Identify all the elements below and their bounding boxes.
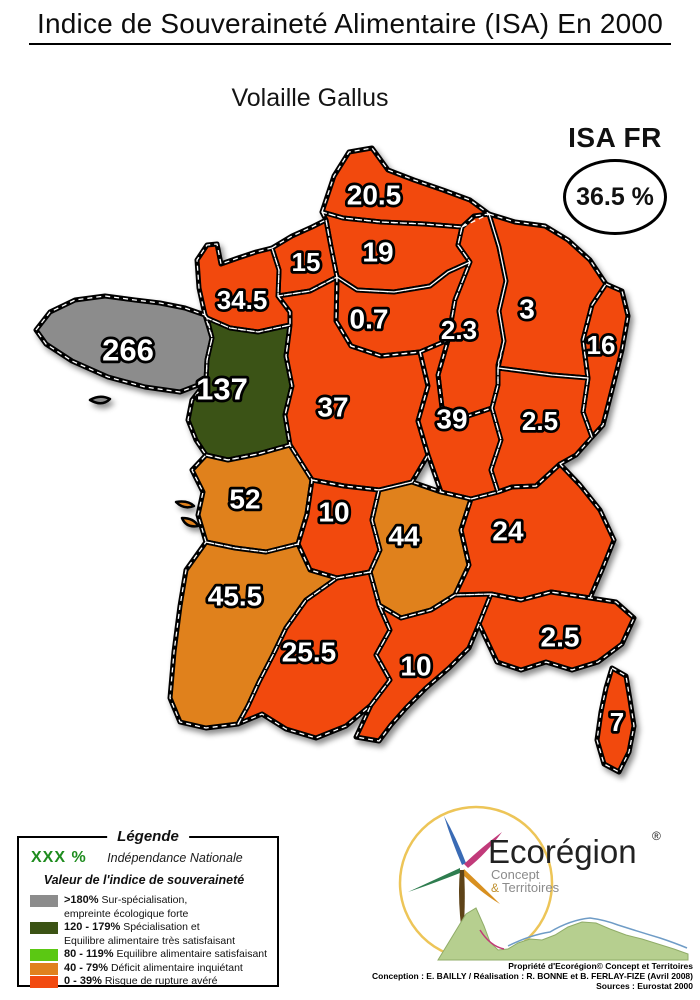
region-value-poitou-charentes: 52 [229, 484, 260, 515]
legend-title: Légende [107, 828, 189, 845]
region-value-corse: 7 [610, 707, 624, 737]
legend-subtitle: Valeur de l'indice de souveraineté [43, 873, 245, 887]
ecoregion-logo: Ecorégion ® Concept & Territoires [398, 805, 689, 961]
legend-swatch-lightgreen [30, 949, 58, 961]
isa-fr-value: 36.5 % [576, 182, 654, 211]
legend-item-rupture: 0 - 39% Risque de rupture avéré [19, 975, 277, 989]
logo-sub1: Concept [491, 867, 540, 882]
region-value-alsace: 16 [587, 330, 616, 360]
region-borders-layer [35, 147, 635, 773]
credits-line1: Propriété d'Ecorégion© Concept et Territ… [508, 961, 693, 971]
logo-blade-blue [444, 816, 466, 865]
logo-sub2: Territoires [502, 880, 560, 895]
isa-fr-label: ISA FR [568, 122, 662, 153]
region-value-midi-pyrenees: 25.5 [282, 637, 337, 668]
region-value-lorraine: 3 [519, 294, 535, 325]
region-value-pays-de-la-loire: 137 [196, 372, 248, 407]
region-value-centre: 37 [317, 392, 348, 423]
header: Indice de Souveraineté Alimentaire (ISA)… [0, 8, 700, 45]
region-value-haute-normandie: 15 [292, 247, 321, 277]
region-value-auvergne: 44 [388, 521, 420, 552]
region-value-provence-alpes-cote-d-azur: 2.5 [541, 622, 580, 653]
legend-independance-row: XXX % Indépendance Nationale [31, 849, 277, 867]
region-value-rhone-alpes: 24 [492, 516, 524, 547]
logo-blade-green [408, 868, 460, 892]
isa-fr-value-oval: 36.5 % [563, 159, 667, 235]
legend-box: Légende XXX % Indépendance Nationale Val… [17, 828, 279, 989]
legend-xxx-symbol: XXX % [31, 849, 87, 866]
legend-swatch-orange [30, 962, 58, 975]
region-value-basse-normandie: 34.5 [217, 285, 268, 315]
legend-swatch-darkgreen [30, 922, 58, 934]
map-subtitle: Volaille Gallus [231, 84, 389, 112]
region-values-layer: 20.5 19 15 34.5 0.7 2.3 3 16 266 137 37 39 2.5 52 10 44… [99, 177, 627, 740]
logo-brand: Ecorégion [488, 833, 637, 870]
logo-sub2-amp: & [491, 881, 499, 895]
region-value-champagne-ardenne: 2.3 [441, 315, 477, 345]
region-value-bretagne: 266 [102, 333, 154, 368]
region-value-picardie: 19 [362, 237, 393, 268]
region-value-franche-comte: 2.5 [522, 406, 558, 436]
legend-swatch-red [30, 976, 58, 988]
credits: Propriété d'Ecorégion© Concept et Territ… [372, 961, 693, 992]
legend-item-specialisation: 120 - 179% Spécialisation et Equilibre a… [19, 921, 277, 948]
logo-landscape [437, 907, 689, 961]
regions-layer [33, 145, 637, 775]
region-value-aquitaine: 45.5 [208, 581, 263, 612]
legend-item-deficit: 40 - 79% Déficit alimentaire inquiétant [19, 962, 277, 976]
small-island [174, 500, 196, 509]
logo-blade-magenta [464, 832, 502, 868]
logo-blade-gold [462, 869, 500, 904]
region-value-limousin: 10 [318, 497, 349, 528]
page-title: Indice de Souveraineté Alimentaire (ISA)… [29, 8, 671, 45]
legend-swatch-gray [30, 895, 58, 907]
region-value-nord-pas-de-calais: 20.5 [347, 180, 402, 211]
legend-item-equilibre: 80 - 119% Equilibre alimentaire satisfai… [19, 948, 277, 962]
region-limousin [295, 477, 383, 581]
legend-independance-label: Indépendance Nationale [107, 851, 243, 865]
logo-registered: ® [652, 829, 661, 843]
legend-item-sur-specialisation: >180% Sur-spécialisation, empreinte écol… [19, 894, 277, 921]
logo-line-magenta [479, 929, 505, 950]
logo-skyline-blue [507, 917, 688, 949]
credits-line2: Conception : E. BAILLY / Réalisation : R… [371, 971, 693, 982]
region-alsace [580, 281, 631, 440]
region-value-languedoc-roussillon: 10 [400, 651, 431, 682]
small-island [88, 395, 112, 405]
isa-fr-block: ISA FR 36.5 % [553, 122, 677, 235]
region-value-ile-de-france: 0.7 [350, 304, 389, 335]
region-value-bourgogne: 39 [436, 404, 467, 435]
region-corse [594, 665, 637, 775]
credits-line3: Sources : Eurostat 2000 [596, 981, 693, 992]
small-island [180, 516, 200, 528]
